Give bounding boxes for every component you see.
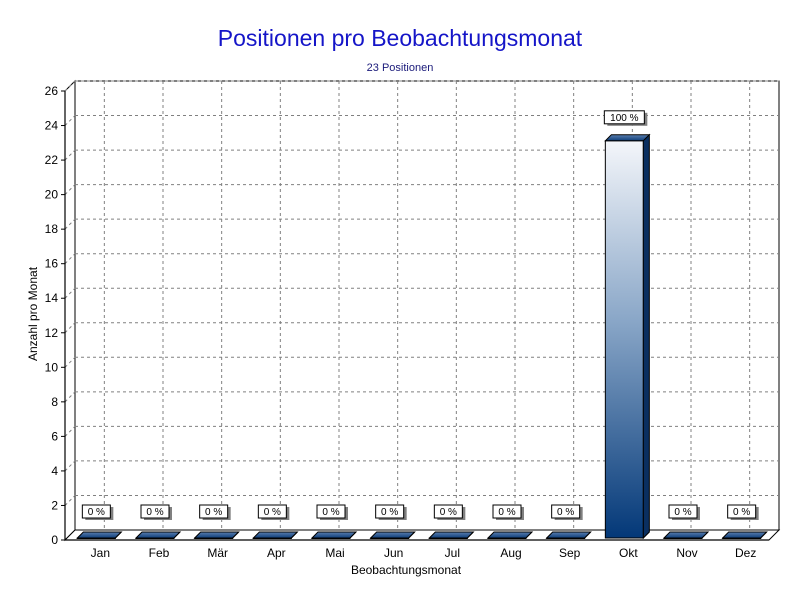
y-tick-label: 10: [45, 360, 59, 374]
bar-okt: [604, 133, 651, 540]
x-tick-label: Dez: [735, 546, 756, 560]
x-tick-label: Jul: [445, 546, 460, 560]
data-label: 0 %: [81, 504, 114, 520]
y-tick-label: 8: [51, 395, 58, 409]
x-tick-label: Feb: [149, 546, 170, 560]
bar-mär: [193, 531, 240, 539]
bar-feb: [134, 531, 182, 539]
data-label: 100 %: [603, 110, 648, 126]
bar-jul: [428, 531, 475, 539]
svg-text:100 %: 100 %: [610, 113, 638, 124]
data-label: 0 %: [199, 504, 231, 520]
plot-area: [63, 79, 781, 542]
data-label: 0 %: [492, 504, 524, 520]
y-tick-label: 12: [45, 326, 59, 340]
bar-nov: [662, 531, 710, 539]
y-tick-label: 0: [51, 533, 58, 547]
x-tick-label: Aug: [500, 546, 521, 560]
bar-jun: [369, 531, 416, 539]
svg-text:0 %: 0 %: [440, 507, 457, 518]
bar-dez: [721, 531, 768, 539]
x-tick-label: Nov: [676, 546, 697, 560]
svg-text:0 %: 0 %: [498, 507, 515, 518]
svg-text:0 %: 0 %: [733, 507, 750, 518]
data-label: 0 %: [433, 504, 466, 520]
data-label: 0 %: [668, 504, 700, 520]
x-tick-label: Mär: [207, 546, 228, 560]
svg-text:0 %: 0 %: [381, 507, 398, 518]
y-tick-label: 26: [45, 84, 59, 98]
axes: [64, 91, 769, 541]
bar-jan: [76, 531, 123, 539]
x-tick-label: Jun: [384, 546, 403, 560]
bar-apr: [252, 531, 299, 539]
y-tick-label: 24: [45, 119, 59, 133]
y-tick-label: 2: [51, 498, 58, 512]
y-tick-label: 14: [45, 291, 59, 305]
svg-text:0 %: 0 %: [205, 507, 222, 518]
grid-lines: [64, 80, 779, 530]
bars: [76, 133, 768, 540]
data-label: 0 %: [727, 504, 759, 520]
data-label: 0 %: [316, 504, 348, 520]
y-axis-label: Anzahl pro Monat: [26, 266, 40, 361]
bar-aug: [486, 531, 534, 539]
bar-mai: [310, 531, 358, 539]
y-tick-label: 22: [45, 153, 59, 167]
y-tick-label: 6: [51, 429, 58, 443]
svg-text:0 %: 0 %: [322, 507, 339, 518]
chart-title: Positionen pro Beobachtungsmonat: [218, 25, 583, 51]
x-axis-label: Beobachtungsmonat: [351, 563, 462, 577]
chart-subtitle: 23 Positionen: [367, 62, 434, 74]
data-labels: 0 % 0 % 0 % 0 % 0 % 0 % 0 % 0 % 0 % 100 % 0 % 0 %: [81, 110, 759, 520]
data-label: 0 %: [140, 504, 172, 520]
svg-text:0 %: 0 %: [557, 507, 574, 518]
x-tick-label: Jan: [91, 546, 110, 560]
x-tick-label: Apr: [267, 546, 286, 560]
x-tick-label: Mai: [325, 546, 344, 560]
x-tick-label: Okt: [619, 546, 638, 560]
data-label: 0 %: [551, 504, 583, 520]
bar-sep: [545, 531, 592, 539]
y-tick-label: 16: [45, 257, 59, 271]
y-tick-label: 4: [51, 464, 58, 478]
x-axis-ticks: Jan Feb Mär Apr Mai Jun Jul Aug Sep Okt Nov Dez: [91, 546, 757, 560]
svg-text:0 %: 0 %: [264, 507, 281, 518]
x-tick-label: Sep: [559, 546, 581, 560]
data-label: 0 %: [257, 504, 290, 520]
svg-text:0 %: 0 %: [146, 507, 163, 518]
y-tick-label: 20: [45, 188, 59, 202]
y-tick-label: 18: [45, 222, 59, 236]
data-label: 0 %: [375, 504, 407, 520]
svg-text:0 %: 0 %: [88, 507, 105, 518]
svg-text:0 %: 0 %: [674, 507, 691, 518]
